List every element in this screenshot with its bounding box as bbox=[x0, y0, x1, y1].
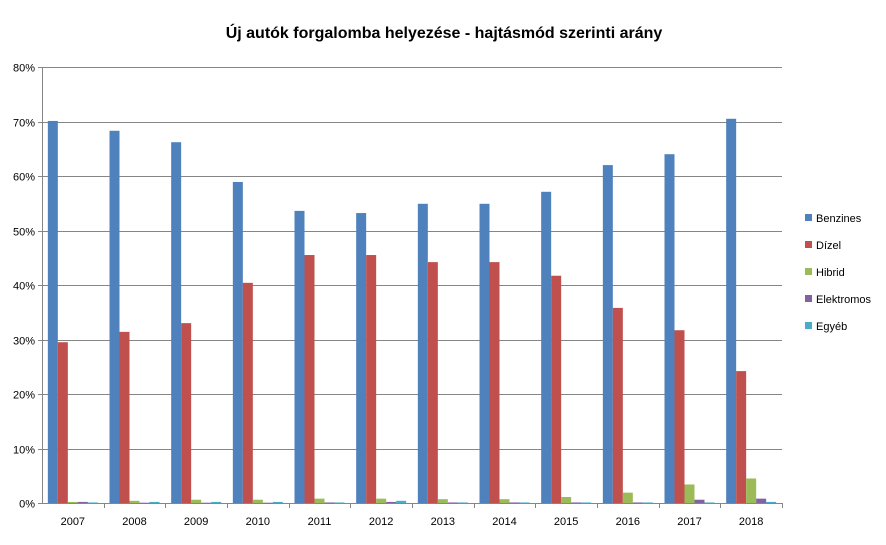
legend-label: Hibrid bbox=[816, 267, 845, 279]
bar-dízel-2015 bbox=[551, 275, 562, 503]
bar-hibrid-2010 bbox=[252, 499, 263, 503]
x-tick-label: 2013 bbox=[431, 516, 455, 528]
bar-dízel-2014 bbox=[489, 262, 500, 503]
bar-benzines-2007 bbox=[47, 120, 58, 503]
bar-dízel-2011 bbox=[304, 255, 315, 503]
x-tick-label: 2016 bbox=[616, 516, 640, 528]
x-tick-label: 2009 bbox=[184, 516, 208, 528]
chart-title: Új autók forgalomba helyezése - hajtásmó… bbox=[226, 23, 663, 42]
y-tick-label: 40% bbox=[13, 281, 35, 293]
x-tick-label: 2007 bbox=[61, 516, 85, 528]
bar-hibrid-2018 bbox=[746, 478, 757, 503]
y-tick-label: 30% bbox=[13, 336, 35, 348]
legend-swatch bbox=[805, 322, 812, 329]
x-tick-label: 2010 bbox=[246, 516, 270, 528]
bar-egyéb-2018 bbox=[766, 501, 777, 503]
bar-elektromos-2007 bbox=[77, 501, 88, 503]
bar-elektromos-2009 bbox=[201, 502, 212, 504]
x-axis: 2007 2008 2009 2010 2011 2012 2013 2014 2015 2016… bbox=[42, 503, 783, 528]
legend-swatch bbox=[805, 268, 812, 275]
bar-hibrid-2016 bbox=[622, 492, 633, 503]
x-tick-label: 2015 bbox=[554, 516, 578, 528]
legend-label: Elektromos bbox=[816, 294, 872, 306]
bar-hibrid-2009 bbox=[191, 499, 202, 503]
bar-hibrid-2013 bbox=[437, 499, 448, 503]
bar-hibrid-2011 bbox=[314, 498, 325, 503]
y-tick-label: 20% bbox=[13, 390, 35, 402]
bar-dízel-2018 bbox=[736, 371, 747, 503]
bar-dízel-2008 bbox=[119, 331, 130, 503]
y-tick-label: 80% bbox=[13, 63, 35, 75]
bar-egyéb-2009 bbox=[211, 501, 222, 503]
bar-elektromos-2018 bbox=[756, 498, 767, 503]
bar-hibrid-2014 bbox=[499, 499, 510, 503]
bar-elektromos-2014 bbox=[509, 502, 520, 504]
bar-elektromos-2012 bbox=[386, 501, 397, 503]
y-tick-label: 0% bbox=[19, 499, 35, 511]
bar-benzines-2012 bbox=[356, 213, 367, 503]
bar-dízel-2013 bbox=[427, 262, 438, 503]
bar-dízel-2017 bbox=[674, 330, 685, 503]
x-tick-label: 2014 bbox=[492, 516, 516, 528]
bar-benzines-2008 bbox=[109, 130, 120, 503]
bar-benzines-2009 bbox=[171, 142, 182, 503]
legend-label: Benzines bbox=[816, 213, 862, 225]
bar-dízel-2010 bbox=[242, 282, 253, 503]
bar-benzines-2010 bbox=[232, 181, 243, 503]
legend-swatch bbox=[805, 214, 812, 221]
bar-elektromos-2013 bbox=[447, 502, 458, 504]
y-tick-label: 10% bbox=[13, 445, 35, 457]
y-tick-label: 50% bbox=[13, 227, 35, 239]
bar-elektromos-2017 bbox=[694, 499, 705, 503]
bar-elektromos-2008 bbox=[139, 502, 150, 504]
x-tick-label: 2012 bbox=[369, 516, 393, 528]
bar-egyéb-2010 bbox=[272, 501, 283, 503]
legend: Benzines Dízel Hibrid Elektromos Egyéb bbox=[805, 213, 872, 333]
bar-elektromos-2015 bbox=[571, 502, 582, 504]
bars bbox=[47, 118, 777, 504]
x-tick-label: 2017 bbox=[677, 516, 701, 528]
x-tick-label: 2008 bbox=[122, 516, 146, 528]
bar-dízel-2016 bbox=[612, 307, 623, 503]
bar-elektromos-2016 bbox=[632, 502, 643, 504]
bar-egyéb-2008 bbox=[149, 501, 160, 503]
x-tick-label: 2011 bbox=[308, 516, 332, 528]
bar-benzines-2011 bbox=[294, 210, 305, 503]
legend-swatch bbox=[805, 241, 812, 248]
bar-egyéb-2011 bbox=[334, 502, 345, 504]
bar-egyéb-2015 bbox=[581, 502, 592, 504]
gridlines bbox=[42, 67, 782, 450]
bar-benzines-2014 bbox=[479, 203, 490, 504]
bar-benzines-2016 bbox=[602, 165, 613, 503]
bar-benzines-2015 bbox=[541, 191, 552, 503]
y-tick-label: 60% bbox=[13, 172, 35, 184]
bar-hibrid-2017 bbox=[684, 484, 695, 503]
bar-egyéb-2014 bbox=[519, 502, 530, 504]
bar-elektromos-2011 bbox=[324, 502, 335, 504]
bar-hibrid-2007 bbox=[67, 501, 78, 503]
bar-hibrid-2012 bbox=[376, 498, 387, 503]
bar-dízel-2007 bbox=[57, 342, 68, 503]
y-tick-label: 70% bbox=[13, 118, 35, 130]
bar-benzines-2013 bbox=[417, 203, 428, 504]
bar-benzines-2017 bbox=[664, 154, 675, 503]
bar-dízel-2009 bbox=[181, 323, 192, 503]
x-tick-label: 2018 bbox=[739, 516, 763, 528]
bar-benzines-2018 bbox=[726, 118, 737, 504]
bar-egyéb-2013 bbox=[457, 502, 468, 504]
bar-egyéb-2017 bbox=[704, 502, 715, 504]
bar-egyéb-2007 bbox=[87, 502, 98, 504]
legend-label: Egyéb bbox=[816, 321, 847, 333]
legend-label: Dízel bbox=[816, 240, 841, 252]
bar-elektromos-2010 bbox=[262, 502, 273, 504]
bar-hibrid-2015 bbox=[561, 497, 572, 503]
bar-egyéb-2016 bbox=[642, 502, 653, 504]
bar-hibrid-2008 bbox=[129, 500, 140, 503]
bar-egyéb-2012 bbox=[396, 500, 407, 503]
bar-dízel-2012 bbox=[366, 255, 377, 503]
legend-swatch bbox=[805, 295, 812, 302]
y-axis: 0% 10% 20% 30% 40% 50% 60% 70% 80% bbox=[13, 63, 43, 511]
